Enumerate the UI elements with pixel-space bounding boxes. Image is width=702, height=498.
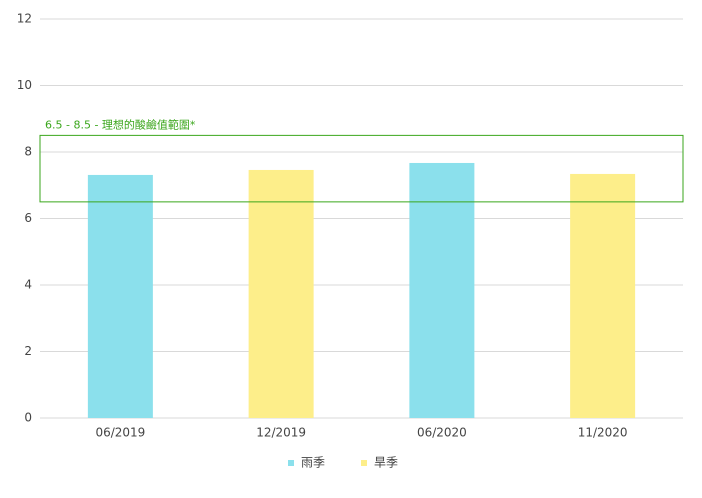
- band-label: 6.5 - 8.5 - 理想的酸鹼值範圍*: [45, 117, 196, 131]
- x-tick-label: 12/2019: [256, 426, 306, 440]
- bar: [248, 169, 314, 418]
- x-tick-label: 06/2019: [95, 426, 145, 440]
- legend-marker: [361, 460, 367, 466]
- legend-marker: [288, 460, 294, 466]
- bar: [409, 162, 475, 418]
- x-tick-label: 06/2020: [417, 426, 467, 440]
- y-tick-label: 0: [24, 411, 32, 425]
- y-tick-label: 10: [17, 78, 32, 92]
- target-band: [39, 134, 684, 203]
- y-tick-label: 6: [24, 211, 32, 225]
- y-tick-label: 12: [17, 12, 32, 26]
- legend-label: 旱季: [374, 456, 398, 470]
- y-tick-label: 8: [24, 145, 32, 159]
- y-tick-label: 4: [24, 278, 32, 292]
- x-tick-label: 11/2020: [578, 426, 628, 440]
- legend-label: 雨季: [301, 456, 325, 470]
- y-tick-label: 2: [24, 344, 32, 358]
- bar: [570, 173, 636, 418]
- bar: [87, 174, 153, 418]
